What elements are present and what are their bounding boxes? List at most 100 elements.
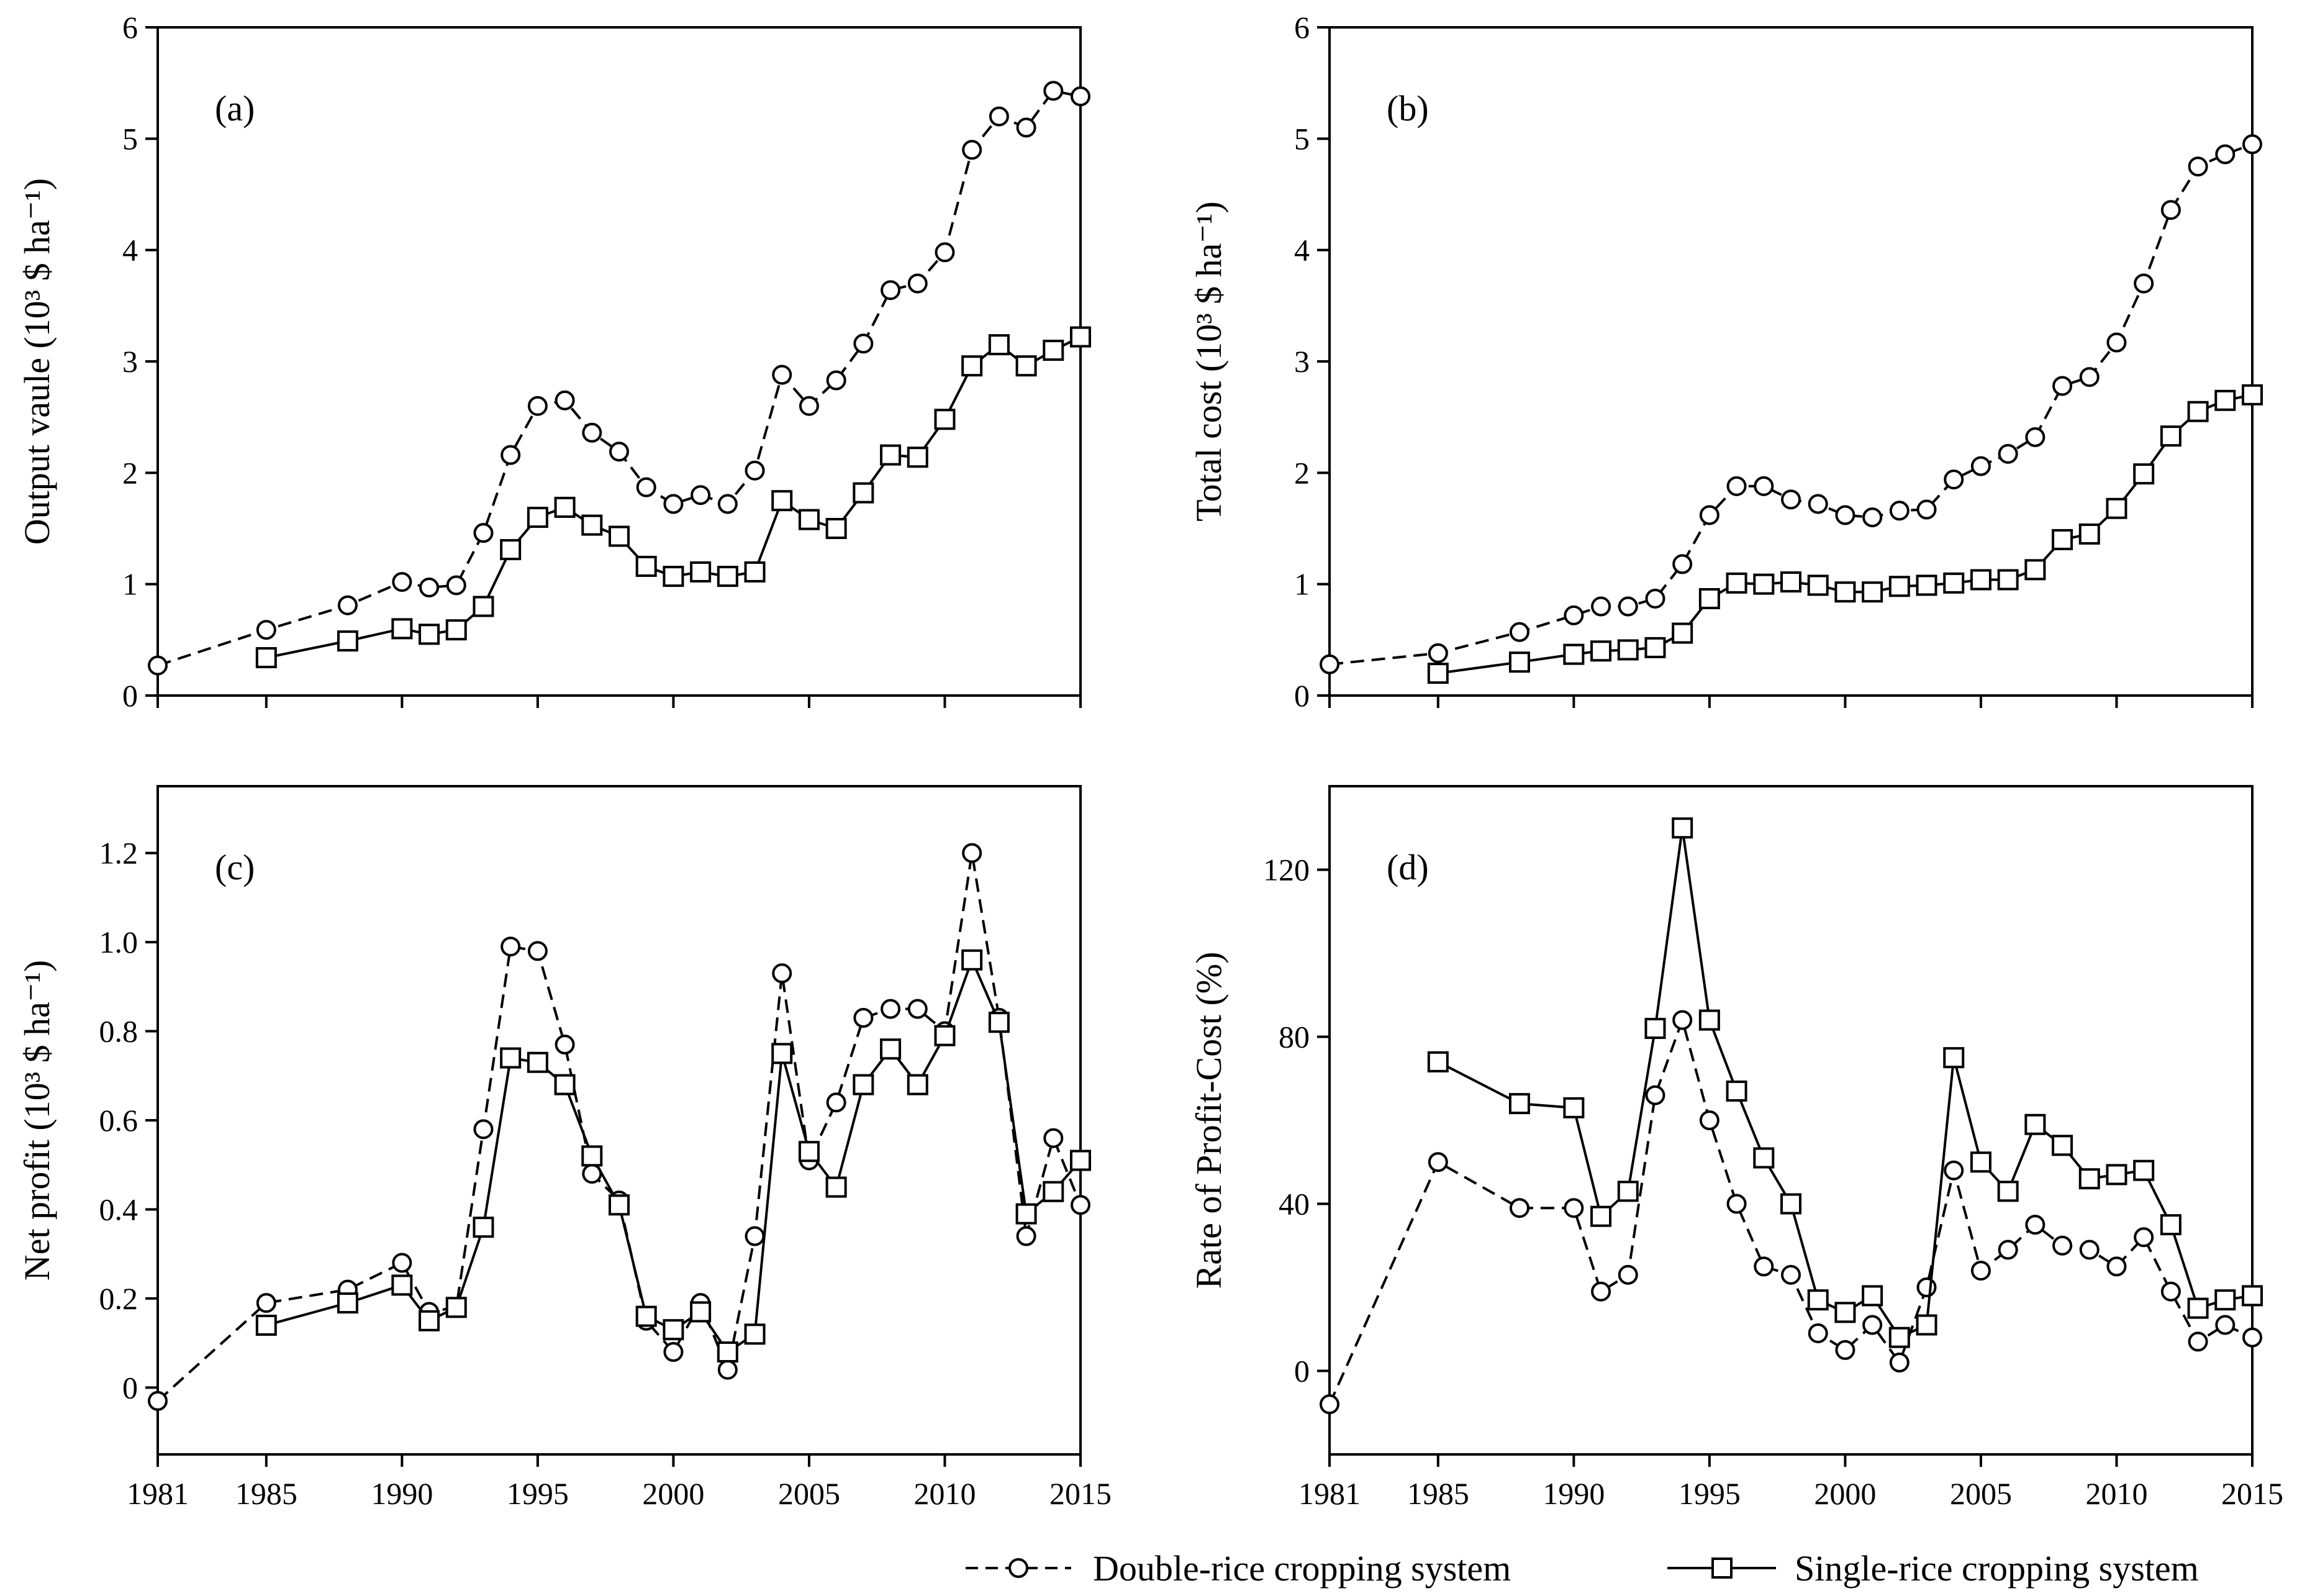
data-point bbox=[337, 1292, 358, 1314]
data-point bbox=[2188, 156, 2208, 177]
plot-frame bbox=[1328, 26, 2254, 697]
data-point bbox=[1509, 622, 1529, 642]
series-single-rice bbox=[1427, 384, 2263, 684]
data-point bbox=[500, 539, 522, 561]
data-point bbox=[2052, 528, 2073, 550]
data-point bbox=[2160, 425, 2181, 447]
x-tick-label: 1985 bbox=[235, 1476, 297, 1511]
data-point bbox=[744, 1323, 766, 1345]
data-point bbox=[2160, 200, 2181, 220]
data-point bbox=[1427, 1051, 1449, 1072]
data-point bbox=[2133, 1159, 2155, 1181]
data-point bbox=[337, 595, 358, 615]
data-point bbox=[853, 333, 874, 354]
data-point bbox=[825, 1176, 847, 1198]
data-point bbox=[1043, 340, 1064, 361]
data-point bbox=[1428, 643, 1448, 663]
data-point bbox=[1753, 1147, 1775, 1169]
series-line bbox=[1438, 393, 2253, 675]
data-point bbox=[663, 1342, 684, 1362]
data-point bbox=[2024, 559, 2046, 581]
data-point bbox=[717, 494, 738, 514]
data-point bbox=[1835, 505, 1855, 525]
y-tick-label: 0 bbox=[1294, 678, 1310, 713]
y-tick-label: 1.0 bbox=[99, 925, 138, 959]
series-single-rice bbox=[1427, 817, 2263, 1348]
legend-label-single-rice: Single-rice cropping system bbox=[1795, 1548, 2199, 1589]
y-tick-label: 3 bbox=[1294, 344, 1310, 379]
data-point bbox=[717, 1359, 738, 1380]
data-point bbox=[1699, 1110, 1719, 1130]
data-point bbox=[148, 655, 168, 676]
data-point bbox=[1508, 651, 1530, 673]
y-axis-title: Total cost (10³ $ ha⁻¹) bbox=[1189, 201, 1229, 522]
data-point bbox=[1726, 572, 1747, 594]
data-point bbox=[961, 355, 983, 377]
data-point bbox=[1807, 1289, 1829, 1311]
data-point bbox=[690, 1301, 712, 1323]
data-point bbox=[2242, 384, 2263, 406]
y-tick-label: 40 bbox=[1279, 1187, 1310, 1222]
data-point bbox=[907, 1074, 928, 1095]
y-tick-label: 0.6 bbox=[99, 1103, 138, 1138]
series-single-rice bbox=[255, 326, 1091, 669]
data-point bbox=[1672, 1010, 1693, 1030]
data-point bbox=[1043, 1128, 1064, 1148]
y-axis-title: Net profit (10³ $ ha⁻¹) bbox=[17, 960, 57, 1281]
data-point bbox=[1672, 554, 1693, 574]
data-point bbox=[2188, 1331, 2208, 1352]
data-point bbox=[337, 630, 358, 652]
x-tick-label: 2000 bbox=[642, 1476, 704, 1511]
y-tick-label: 5 bbox=[122, 121, 138, 156]
data-point bbox=[1016, 1226, 1036, 1246]
data-point bbox=[473, 596, 494, 617]
data-point bbox=[635, 1305, 657, 1327]
series-single-rice bbox=[255, 949, 1091, 1363]
x-tick-label: 2015 bbox=[2221, 1476, 2283, 1511]
data-point bbox=[446, 575, 466, 596]
data-point bbox=[1070, 326, 1091, 348]
data-point bbox=[1320, 654, 1339, 674]
data-point bbox=[1808, 494, 1828, 514]
panel-d: 0 40 80 120 1981 1985 1990 1995 2000 2005 2010 2015… bbox=[1189, 785, 2283, 1511]
data-point bbox=[1591, 1281, 1611, 1302]
data-point bbox=[2078, 1168, 2100, 1190]
data-point bbox=[1943, 1047, 1965, 1069]
y-axis-title: Output vaule (10³ $ ha⁻¹) bbox=[17, 178, 57, 545]
data-point bbox=[1644, 1018, 1666, 1040]
data-point bbox=[2160, 1214, 2181, 1236]
data-point bbox=[255, 1314, 277, 1336]
data-point bbox=[391, 618, 413, 640]
data-point bbox=[392, 1253, 412, 1273]
data-point bbox=[1672, 622, 1693, 644]
data-point bbox=[1563, 1097, 1585, 1118]
data-point bbox=[907, 273, 928, 294]
data-point bbox=[934, 409, 956, 430]
panel-label: (b) bbox=[1387, 88, 1429, 129]
data-point bbox=[799, 396, 819, 416]
data-point bbox=[527, 1051, 548, 1073]
data-point bbox=[1834, 581, 1856, 603]
data-point bbox=[880, 1038, 902, 1060]
x-tick-label: 1990 bbox=[1543, 1476, 1605, 1511]
series-double-rice bbox=[1320, 1010, 2262, 1415]
data-point bbox=[745, 460, 765, 481]
data-point bbox=[1645, 1085, 1665, 1105]
data-point bbox=[1916, 1277, 1937, 1297]
panel-label: (c) bbox=[215, 847, 255, 887]
data-point bbox=[690, 561, 712, 583]
data-point bbox=[2187, 1297, 2209, 1319]
series-line bbox=[266, 335, 1081, 659]
x-tick-label: 1995 bbox=[507, 1476, 569, 1511]
data-point bbox=[256, 1293, 276, 1313]
y-tick-label: 6 bbox=[1294, 10, 1310, 45]
data-point bbox=[1070, 1149, 1091, 1171]
data-point bbox=[1590, 640, 1612, 662]
data-point bbox=[1672, 817, 1693, 839]
data-point bbox=[935, 242, 955, 263]
data-point bbox=[1698, 587, 1720, 609]
data-point bbox=[798, 509, 820, 530]
data-point bbox=[853, 482, 874, 504]
data-point bbox=[2214, 389, 2236, 411]
